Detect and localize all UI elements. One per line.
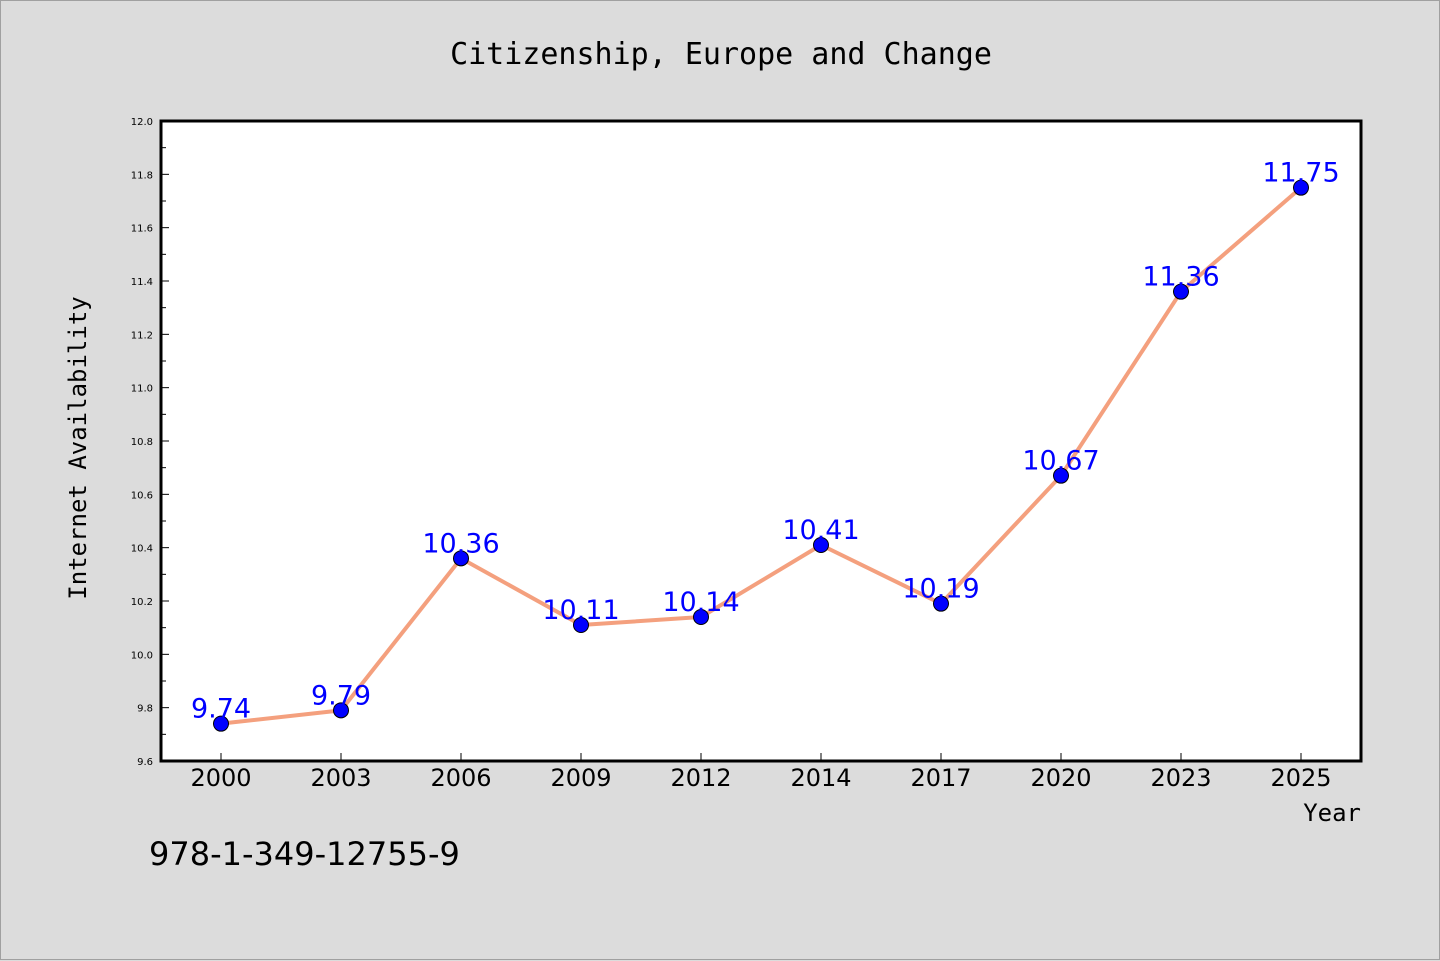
data-label: 10.14 [662,587,739,618]
x-tick-label: 2006 [430,764,491,792]
data-label: 9.79 [311,680,371,711]
y-axis: 9.6 9.8 10.0 10.2 10.4 10.6 10.8 11.0 11.2 11.4 11… [131,117,169,768]
data-point [573,617,589,633]
data-label: 10.41 [782,515,859,546]
x-tick-label: 2000 [190,764,251,792]
data-point [1293,179,1309,196]
y-tick-label: 11.0 [131,384,153,395]
series-line-group [220,186,1303,726]
chart-title: Citizenship, Europe and Change [450,37,992,72]
x-tick-label: 2025 [1270,764,1331,792]
data-point [693,609,709,625]
data-point [1173,283,1189,300]
y-tick-label: 10.0 [131,650,153,661]
x-tick-label: 2014 [790,764,851,792]
y-axis-label: Internet Availability [64,296,92,599]
data-point [333,702,349,719]
data-label: 9.74 [191,694,251,725]
y-tick-label: 9.6 [137,757,153,768]
plot-area [159,119,1363,763]
y-tick-label: 10.2 [131,597,153,608]
data-label: 10.11 [542,595,619,626]
data-label: 10.19 [902,574,979,605]
data-label: 10.36 [422,528,499,559]
data-point [1053,467,1069,484]
y-tick-label: 10.8 [131,437,153,448]
data-label: 10.67 [1022,446,1099,477]
x-tick-label: 2009 [550,764,611,792]
data-point [453,550,469,567]
x-tick-label: 2003 [310,764,371,792]
x-tick-label: 2023 [1150,764,1211,792]
series-line [220,186,1303,726]
x-tick-label: 2020 [1030,764,1091,792]
x-tick-label: 2012 [670,764,731,792]
y-tick-label: 11.2 [131,330,153,341]
y-tick-label: 11.8 [131,170,153,181]
x-tick-label: 2017 [910,764,971,792]
x-axis: 2000 2003 2006 2009 2012 2014 2017 2020 2023 2025 [190,753,1332,792]
data-point [933,595,949,612]
y-tick-label: 10.4 [131,544,153,555]
data-label: 11.75 [1262,158,1339,189]
data-point [213,715,229,732]
y-tick-label: 10.6 [131,490,153,501]
data-label-group: 9.74 9.79 10.36 10.11 10.14 10.41 10.19 10.67 11… [191,158,1340,725]
y-tick-label: 11.4 [131,277,153,288]
y-tick-label: 11.6 [131,224,153,235]
data-label: 11.36 [1142,262,1219,293]
isbn-annotation: 978-1-349-12755-9 [149,835,460,873]
x-axis-label: Year [1303,799,1361,827]
marker-group [213,179,1309,732]
y-tick-label: 12.0 [131,117,153,128]
data-point [813,537,829,553]
y-tick-label: 9.8 [137,704,153,715]
